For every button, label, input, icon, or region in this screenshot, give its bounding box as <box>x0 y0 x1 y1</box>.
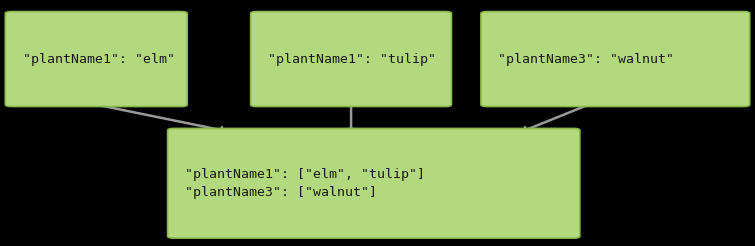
Text: "plantName1": "tulip": "plantName1": "tulip" <box>268 53 436 65</box>
Text: "plantName3": "walnut": "plantName3": "walnut" <box>498 53 674 65</box>
Text: "plantName1": "elm": "plantName1": "elm" <box>23 53 174 65</box>
FancyBboxPatch shape <box>5 12 187 107</box>
FancyBboxPatch shape <box>251 12 451 107</box>
FancyBboxPatch shape <box>168 128 580 238</box>
FancyBboxPatch shape <box>481 12 750 107</box>
Text: "plantName1": ["elm", "tulip"]
"plantName3": ["walnut"]: "plantName1": ["elm", "tulip"] "plantNam… <box>185 168 425 199</box>
